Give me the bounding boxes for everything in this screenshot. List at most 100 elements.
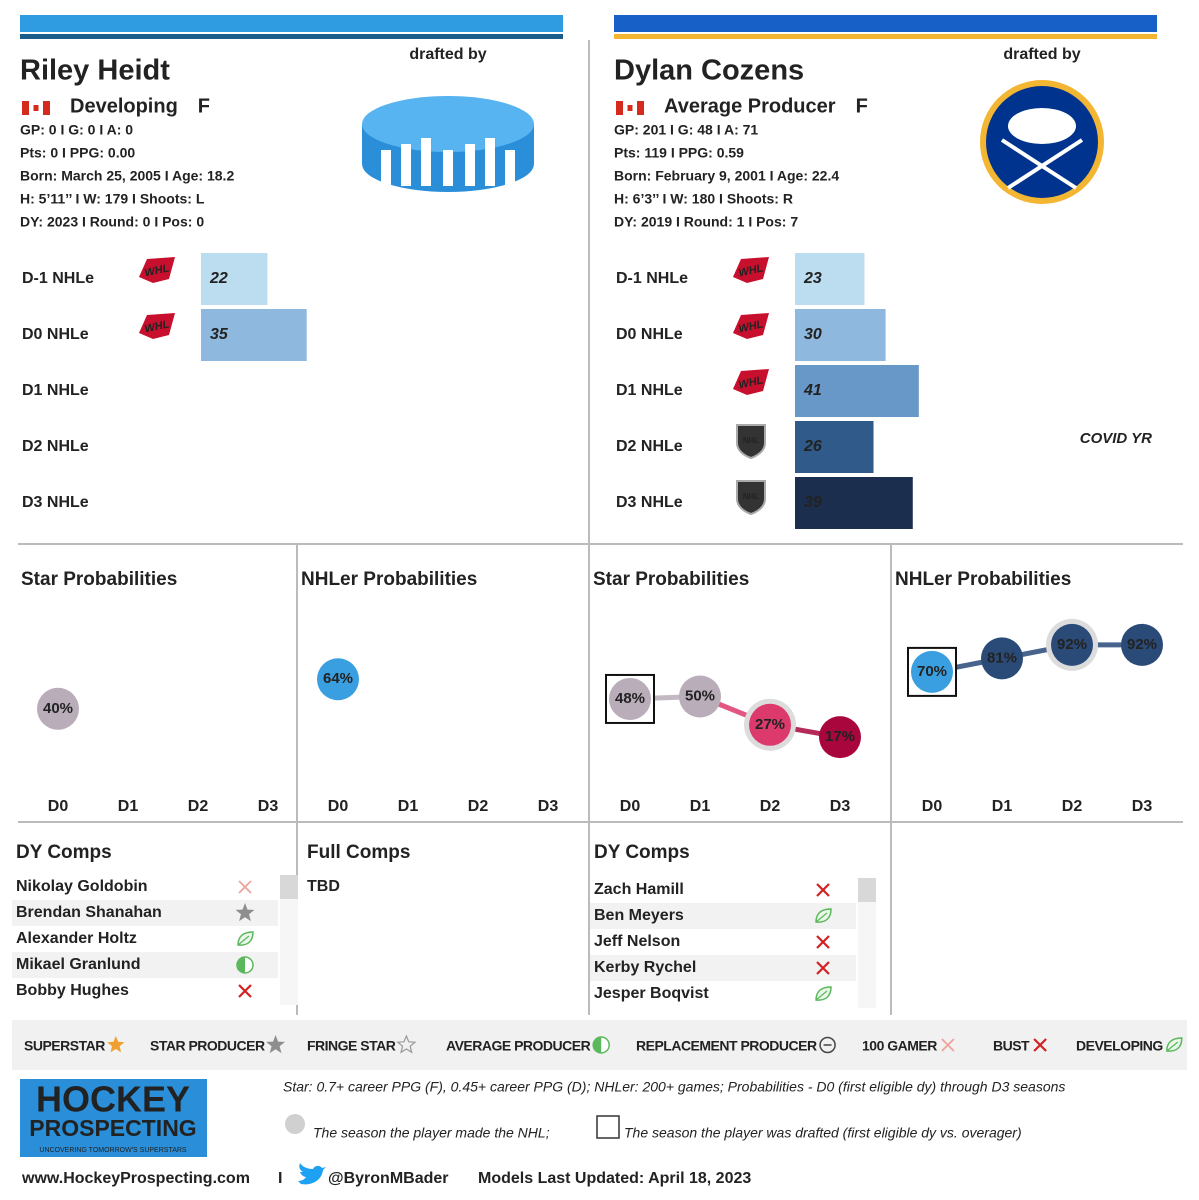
x-tick-label: D3 [258,798,279,815]
nhle-bar [795,421,874,473]
player-stat: DY: 2023 I Round: 0 I Pos: 0 [20,214,204,230]
nhle-bar [795,477,913,529]
chart-title: NHLer Probabilities [301,569,477,590]
prob-point [317,658,359,701]
comp-name: Nikolay Goldobin [16,878,148,895]
logo-tagline: UNCOVERING TOMORROW'S SUPERSTARS [39,1147,187,1154]
logo-shape [733,313,769,339]
logo-shape [736,424,766,460]
flag-leaf [33,105,39,111]
league-logo: NHL [736,480,766,516]
flag-leaf [627,105,633,111]
legend-label: FRINGE STAR [307,1038,396,1054]
leaf-vein [815,912,828,923]
x-tick-label: D1 [690,798,711,815]
league-logo: WHL [139,257,175,283]
icon-star-producer [266,1035,286,1054]
puck-bar [485,138,495,186]
nhle-label: D1 NHLe [22,382,89,399]
x-tick-label: D3 [538,798,559,815]
prob-label: 81% [987,649,1017,666]
x-tick-label: D2 [468,798,489,815]
player-status: Developing [70,95,178,117]
separator: I [278,1170,282,1187]
logo-text: WHL [737,318,764,335]
x [238,880,252,894]
league-logo: WHL [733,369,769,395]
team-logo [362,96,534,192]
legend-label: REPLACEMENT PRODUCER [636,1038,817,1054]
prob-point [609,677,651,720]
icon-star-producer [235,903,255,922]
icon-fringe-star [396,1034,417,1054]
logo-box [20,1079,207,1157]
nhle-bar [795,365,919,417]
logo-line1: HOCKEY [36,1079,190,1120]
logo-text: NHL [743,492,760,501]
icon-100-gamer [941,1038,955,1052]
prob-point [679,675,721,718]
puck-bar [421,138,431,186]
x-tick-label: D0 [922,798,943,815]
ring [819,1036,836,1054]
player-position: F [856,95,868,117]
puck-bar [401,144,411,186]
comps-title: DY Comps [594,842,690,863]
x-tick-label: D2 [760,798,781,815]
leaf-vein [237,935,250,946]
nhle-label: D1 NHLe [616,382,683,399]
legend-label: AVERAGE PRODUCER [446,1038,591,1054]
comp-name: Alexander Holtz [16,930,137,947]
x-tick-label: D1 [992,798,1013,815]
twitter: @ByronMBader [328,1170,449,1187]
icon-replacement-producer [819,1036,836,1054]
icon-average-producer [236,956,254,974]
icon-bust [816,961,830,975]
row-band [12,952,278,978]
comp-name: Jeff Nelson [594,933,680,950]
prob-label: 92% [1127,636,1157,653]
x-tick-label: D1 [118,798,139,815]
x [816,935,830,949]
key-drafted-marker [596,1115,620,1139]
icon-bust [1033,1038,1047,1052]
player-position: F [198,95,210,117]
key-nhl-marker [285,1114,305,1134]
header-bar [20,15,563,32]
nhle-value: 41 [803,382,822,399]
scrollbar [280,875,298,1005]
x [941,1038,955,1052]
league-logo: NHL [736,424,766,460]
prob-point [819,716,861,759]
comp-name: Zach Hamill [594,881,684,898]
row-band [590,955,856,981]
x-tick-label: D1 [398,798,419,815]
comps-title: DY Comps [16,842,112,863]
logo-shape [736,480,766,516]
nhle-label: D0 NHLe [22,326,89,343]
notes: Star: 0.7+ career PPG (F), 0.45+ career … [283,1079,1065,1095]
player-stat: H: 6’3’’ I W: 180 I Shoots: R [614,191,793,207]
prob-label: 48% [615,690,645,707]
prob-label: 64% [323,670,353,687]
x-tick-label: D0 [620,798,641,815]
logo-line2: PROSPECTING [29,1115,196,1141]
star [235,903,255,922]
nhle-bar [795,253,865,305]
player-name: Dylan Cozens [614,55,804,87]
x-tick-label: D0 [48,798,69,815]
header-stripe [20,34,563,39]
logo-sword [1006,138,1084,190]
nhle-label: D0 NHLe [616,326,683,343]
icon-100-gamer [238,880,252,894]
star [107,1036,125,1053]
icon-bust [816,883,830,897]
icon-developing [237,931,254,946]
header-bar [614,15,1157,32]
nhle-label: D-1 NHLe [22,270,94,287]
logo-text: WHL [737,374,764,391]
nhle-value: 30 [804,326,822,343]
puck-bar [465,144,475,186]
x [238,984,252,998]
